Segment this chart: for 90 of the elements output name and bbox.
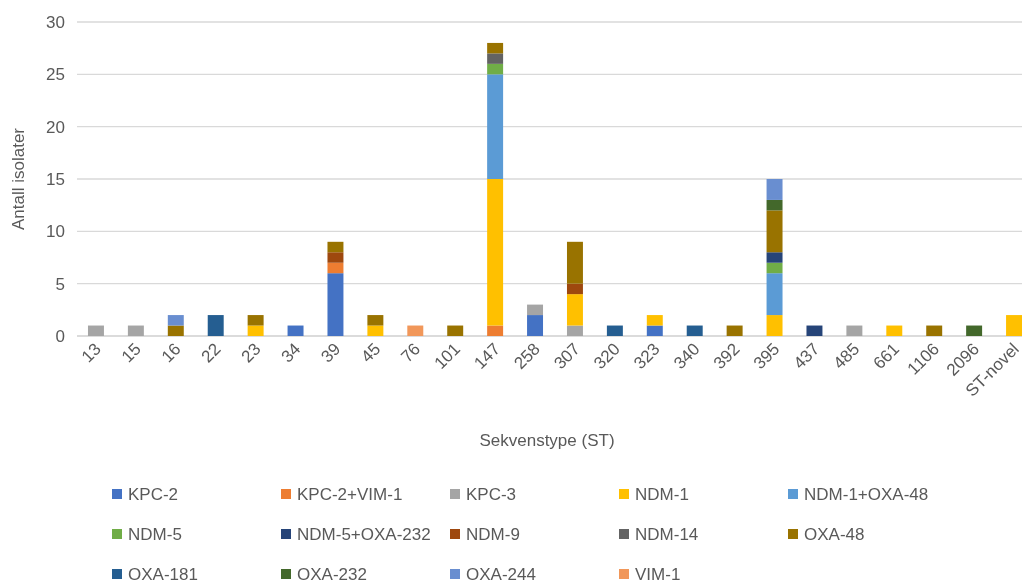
- y-tick-label: 10: [46, 222, 65, 242]
- legend-label: OXA-48: [804, 524, 865, 544]
- bar: [646, 325, 663, 336]
- x-tick-label: 485: [829, 339, 864, 373]
- x-axis-title: Sekvenstype (ST): [479, 431, 615, 450]
- x-tick-label: 101: [430, 339, 465, 373]
- bar: [207, 315, 224, 336]
- bar: [367, 325, 384, 336]
- bar: [487, 42, 504, 54]
- bar: [367, 315, 384, 326]
- bar: [487, 179, 504, 326]
- y-tick-label: 5: [55, 274, 65, 294]
- bar: [487, 74, 504, 179]
- y-tick-label: 15: [46, 169, 65, 189]
- bar: [766, 252, 783, 263]
- bar: [527, 304, 544, 316]
- legend-label: KPC-2: [128, 484, 179, 504]
- bar: [527, 315, 544, 336]
- legend-label: OXA-232: [297, 564, 367, 583]
- x-tick-label: 437: [789, 339, 824, 373]
- bar: [327, 241, 344, 253]
- bar: [766, 179, 783, 200]
- x-tick-label: 16: [157, 339, 185, 367]
- legend-label: NDM-5: [128, 524, 182, 544]
- bar: [167, 315, 184, 326]
- bar: [327, 262, 344, 274]
- x-tick-label: 395: [749, 339, 784, 373]
- bar: [127, 325, 144, 336]
- bar: [447, 325, 464, 336]
- x-tick-label: 15: [117, 339, 145, 367]
- legend-label: OXA-244: [466, 564, 536, 583]
- bar: [606, 325, 623, 336]
- bar: [247, 315, 264, 326]
- bar: [766, 262, 783, 274]
- bar: [87, 325, 104, 336]
- bar: [327, 252, 344, 263]
- x-tick-label: 258: [510, 339, 544, 373]
- x-tick-label: 323: [630, 339, 664, 373]
- bar: [966, 325, 983, 336]
- bar: [487, 63, 504, 75]
- x-tick-label: 307: [550, 339, 584, 373]
- legend-label: KPC-3: [466, 484, 517, 504]
- legend-label: OXA-181: [128, 564, 198, 583]
- bar: [1006, 315, 1022, 336]
- legend-label: KPC-2+VIM-1: [297, 484, 403, 504]
- x-tick-label: 13: [77, 339, 105, 367]
- legend-label: VIM-1: [635, 564, 681, 583]
- bar: [247, 325, 264, 336]
- bar: [287, 325, 304, 336]
- y-axis-title: Antall isolater: [9, 127, 28, 231]
- legend-label: NDM-14: [635, 524, 699, 544]
- bar: [846, 325, 863, 336]
- x-tick-label: 23: [237, 339, 265, 367]
- legend-label: NDM-5+OXA-232: [297, 524, 431, 544]
- x-tick-label: 340: [670, 339, 704, 373]
- bar: [566, 283, 583, 295]
- x-tick-label: 34: [277, 339, 305, 367]
- legend-label: NDM-9: [466, 524, 520, 544]
- bar: [487, 325, 504, 336]
- x-tick-label: 320: [590, 339, 624, 373]
- bar: [487, 53, 504, 64]
- bar: [766, 210, 783, 253]
- legend-label: NDM-1+OXA-48: [804, 484, 929, 504]
- x-tick-label: 45: [357, 339, 385, 367]
- x-tick-label: 392: [709, 339, 744, 373]
- x-tick-label: 22: [197, 339, 225, 367]
- bar: [646, 315, 663, 326]
- bar: [766, 199, 783, 211]
- x-tick-label: 76: [397, 339, 425, 367]
- bar: [566, 294, 583, 326]
- bar: [726, 325, 743, 336]
- bar: [566, 325, 583, 336]
- y-tick-label: 0: [55, 326, 65, 346]
- y-tick-label: 30: [46, 12, 65, 32]
- bar: [766, 273, 783, 316]
- bar: [926, 325, 943, 336]
- bar: [407, 325, 424, 336]
- x-tick-label: 661: [869, 339, 904, 373]
- bar: [686, 325, 703, 336]
- y-tick-label: 20: [46, 117, 65, 137]
- bar: [327, 273, 344, 336]
- x-tick-label: 39: [317, 339, 345, 367]
- bar: [806, 325, 823, 336]
- x-tick-label: 147: [470, 339, 504, 373]
- legend-label: NDM-1: [635, 484, 689, 504]
- bar: [886, 325, 903, 336]
- bar: [766, 315, 783, 336]
- bar: [566, 241, 583, 284]
- bar: [167, 325, 184, 336]
- y-tick-label: 25: [46, 65, 65, 85]
